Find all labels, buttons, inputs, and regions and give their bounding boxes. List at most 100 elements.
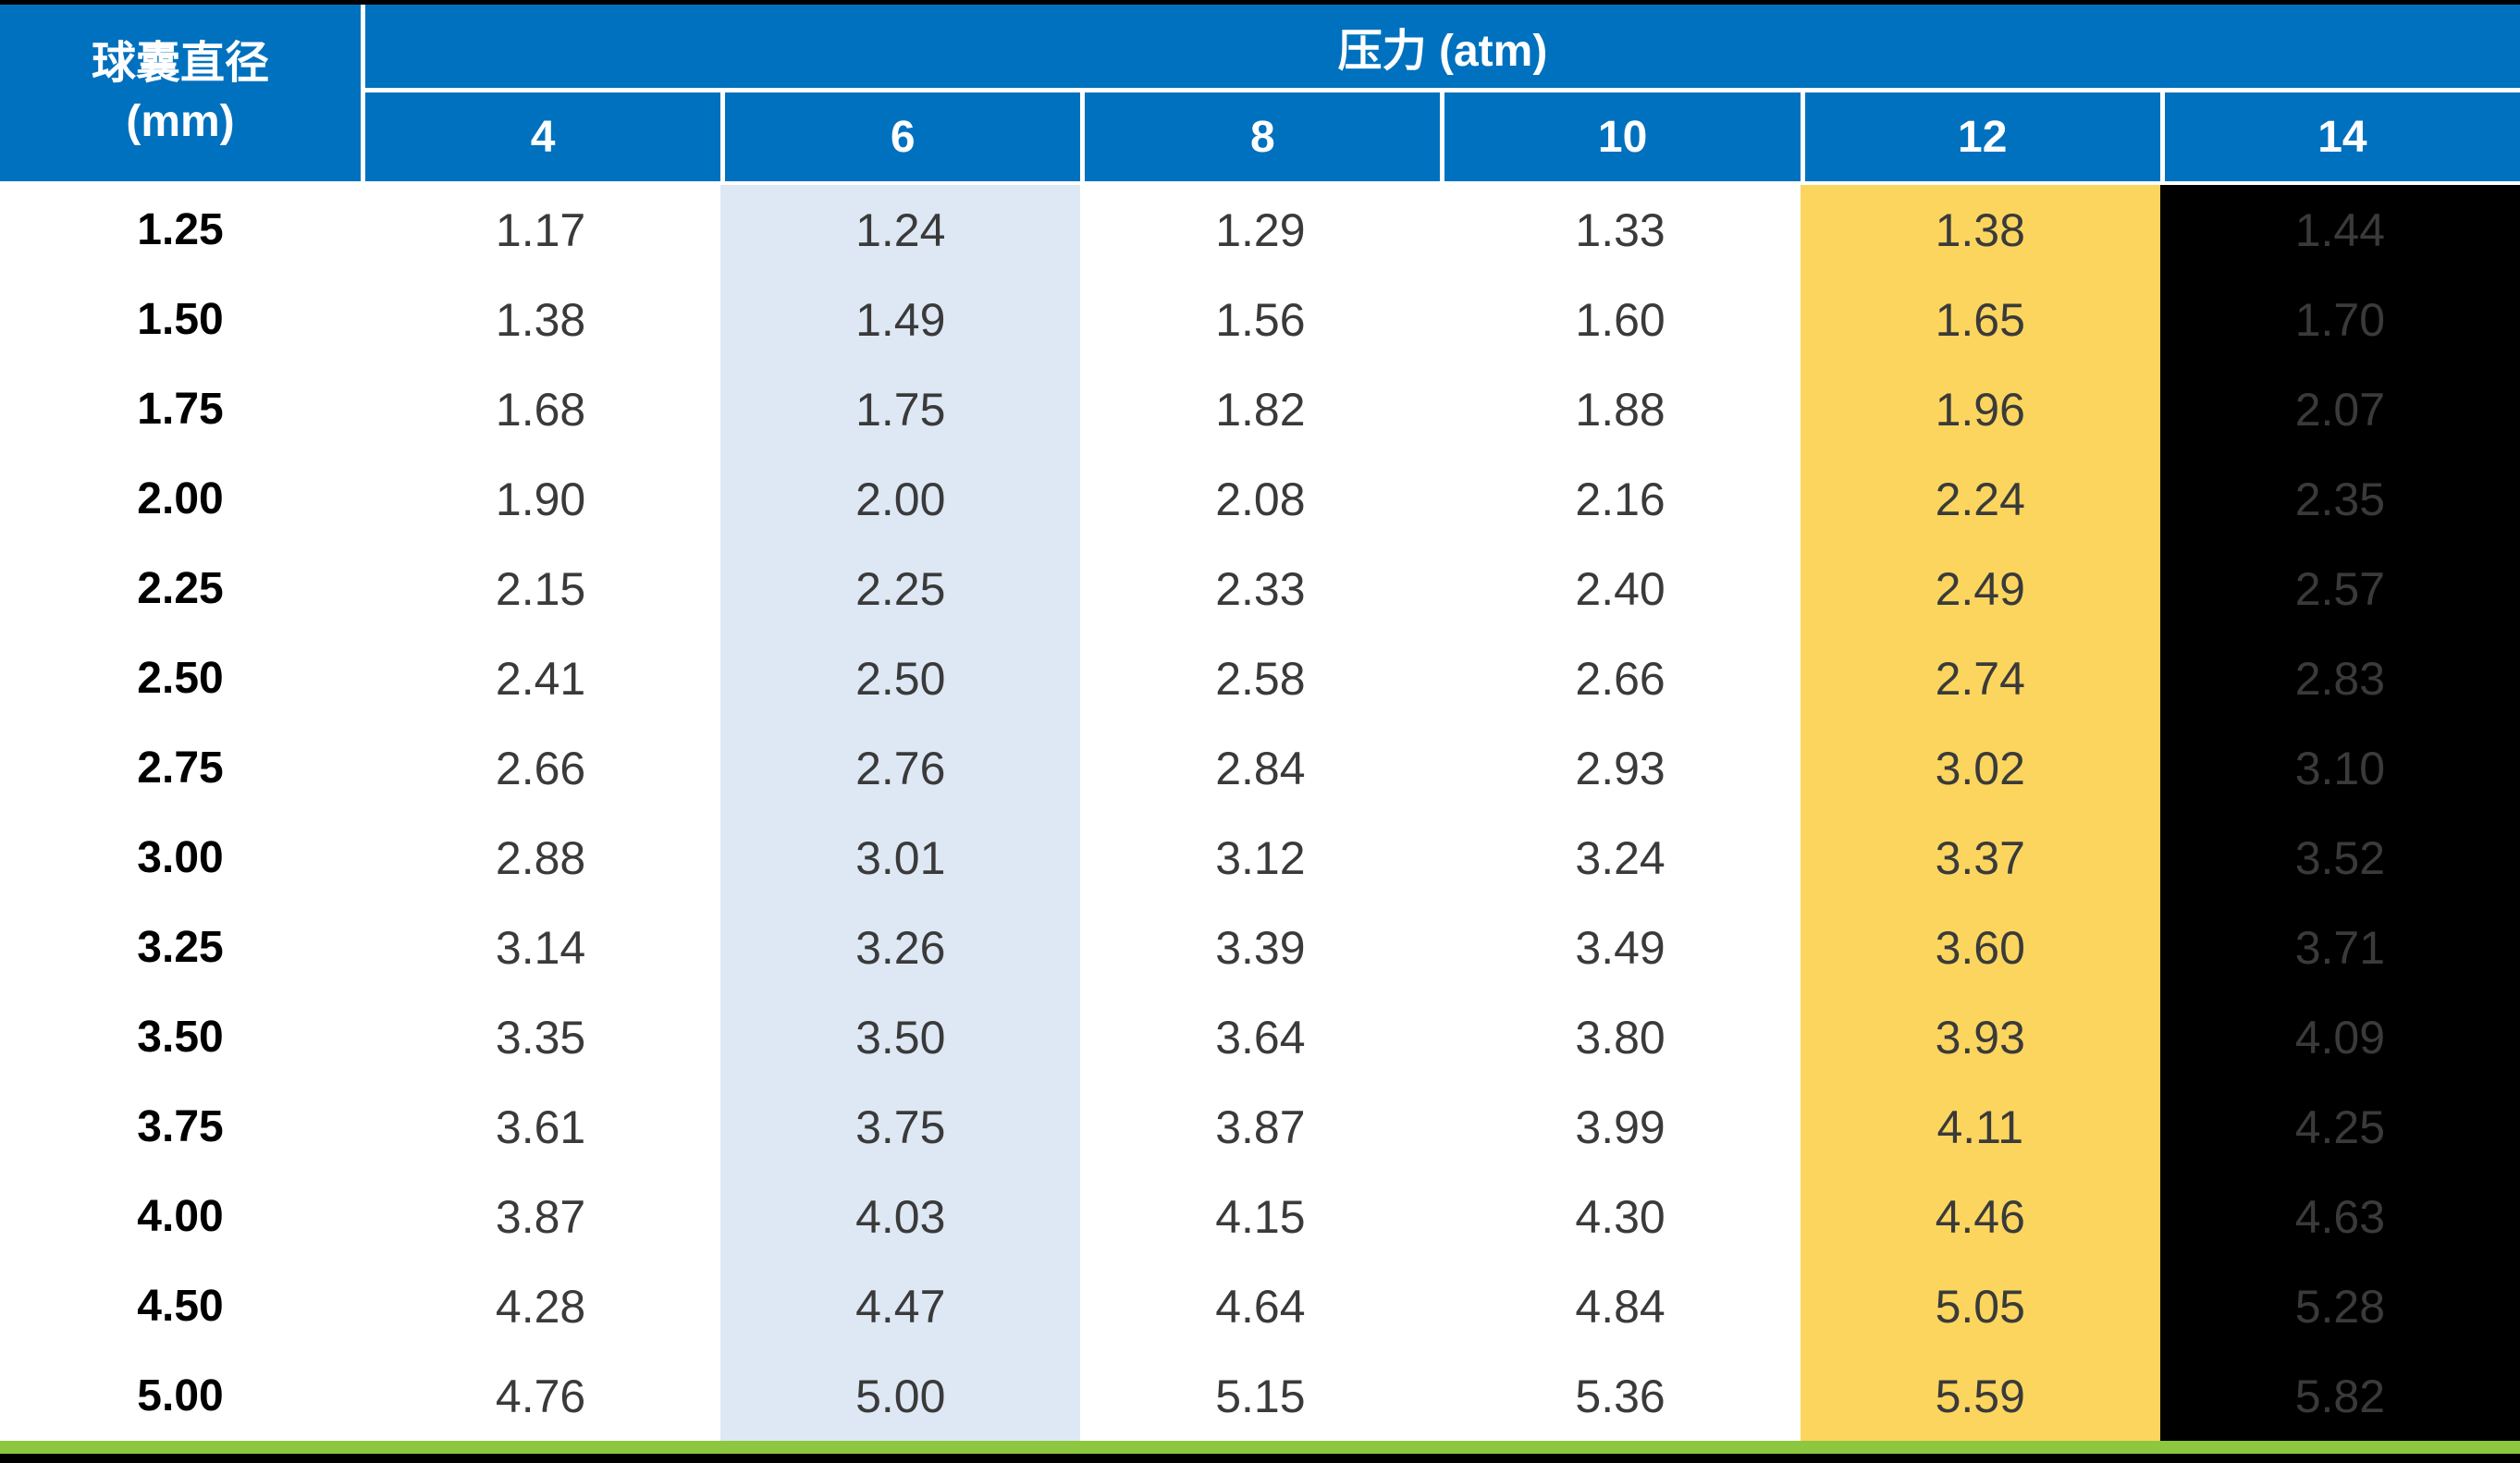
value-cell: 2.00: [720, 454, 1081, 544]
row-diameter: 4.50: [0, 1261, 361, 1351]
value-cell: 3.14: [361, 903, 721, 992]
value-cell: 1.49: [720, 275, 1081, 364]
table-row: 2.00 1.90 2.00 2.08 2.16 2.24 2.35: [0, 454, 2520, 544]
value-cell: 2.83: [2159, 633, 2520, 723]
table-row: 3.50 3.35 3.50 3.64 3.80 3.93 4.09: [0, 992, 2520, 1082]
value-cell: 2.66: [361, 723, 721, 813]
row-header-cell: 球囊直径 (mm): [0, 5, 361, 181]
row-diameter: 1.25: [0, 185, 361, 275]
row-diameter: 5.00: [0, 1351, 361, 1441]
table-row: 3.25 3.14 3.26 3.39 3.49 3.60 3.71: [0, 903, 2520, 992]
value-cell: 4.63: [2159, 1172, 2520, 1261]
value-cell: 3.35: [361, 992, 721, 1082]
value-cell: 3.37: [1800, 813, 2160, 903]
value-cell: 3.39: [1080, 903, 1441, 992]
table-row: 1.50 1.38 1.49 1.56 1.60 1.65 1.70: [0, 275, 2520, 364]
value-cell: 4.25: [2159, 1082, 2520, 1172]
value-cell: 2.66: [1440, 633, 1801, 723]
value-cell: 1.88: [1440, 364, 1801, 454]
value-cell: 3.80: [1440, 992, 1801, 1082]
value-cell: 3.60: [1800, 903, 2160, 992]
value-cell: 4.47: [720, 1261, 1081, 1351]
value-cell: 1.38: [1800, 185, 2160, 275]
value-cell: 5.28: [2159, 1261, 2520, 1351]
value-cell: 2.40: [1440, 544, 1801, 633]
footer-accent-bar: [0, 1441, 2520, 1454]
value-cell: 2.35: [2159, 454, 2520, 544]
value-cell: 4.03: [720, 1172, 1081, 1261]
value-cell: 2.58: [1080, 633, 1441, 723]
table-row: 3.00 2.88 3.01 3.12 3.24 3.37 3.52: [0, 813, 2520, 903]
value-cell: 3.10: [2159, 723, 2520, 813]
table-row: 2.50 2.41 2.50 2.58 2.66 2.74 2.83: [0, 633, 2520, 723]
value-cell: 1.60: [1440, 275, 1801, 364]
value-cell: 1.38: [361, 275, 721, 364]
value-cell: 4.28: [361, 1261, 721, 1351]
table-row: 1.25 1.17 1.24 1.29 1.33 1.38 1.44: [0, 185, 2520, 275]
value-cell: 3.61: [361, 1082, 721, 1172]
value-cell: 4.15: [1080, 1172, 1441, 1261]
pressure-column-header: 6: [720, 92, 1081, 181]
value-cell: 3.12: [1080, 813, 1441, 903]
pressure-column-header: 10: [1440, 92, 1801, 181]
row-diameter: 3.25: [0, 903, 361, 992]
value-cell: 3.93: [1800, 992, 2160, 1082]
pressure-group-header: 压力 (atm): [361, 5, 2520, 92]
value-cell: 5.15: [1080, 1351, 1441, 1441]
value-cell: 5.82: [2159, 1351, 2520, 1441]
value-cell: 2.15: [361, 544, 721, 633]
value-cell: 3.71: [2159, 903, 2520, 992]
table-header: 球囊直径 (mm) 压力 (atm) 4 6 8 10 12 14: [0, 5, 2520, 185]
value-cell: 2.93: [1440, 723, 1801, 813]
value-cell: 3.52: [2159, 813, 2520, 903]
value-cell: 3.49: [1440, 903, 1801, 992]
value-cell: 3.01: [720, 813, 1081, 903]
row-diameter: 2.00: [0, 454, 361, 544]
value-cell: 2.41: [361, 633, 721, 723]
value-cell: 1.65: [1800, 275, 2160, 364]
value-cell: 2.84: [1080, 723, 1441, 813]
value-cell: 4.76: [361, 1351, 721, 1441]
value-cell: 2.33: [1080, 544, 1441, 633]
value-cell: 4.30: [1440, 1172, 1801, 1261]
value-cell: 3.24: [1440, 813, 1801, 903]
value-cell: 2.24: [1800, 454, 2160, 544]
row-header-unit: (mm): [126, 96, 235, 146]
pressure-column-header: 14: [2159, 92, 2520, 181]
value-cell: 2.49: [1800, 544, 2160, 633]
value-cell: 5.36: [1440, 1351, 1801, 1441]
row-diameter: 4.00: [0, 1172, 361, 1261]
value-cell: 3.87: [1080, 1082, 1441, 1172]
table-row: 2.75 2.66 2.76 2.84 2.93 3.02 3.10: [0, 723, 2520, 813]
value-cell: 2.74: [1800, 633, 2160, 723]
value-cell: 1.29: [1080, 185, 1441, 275]
value-cell: 2.88: [361, 813, 721, 903]
value-cell: 1.24: [720, 185, 1081, 275]
row-diameter: 2.25: [0, 544, 361, 633]
value-cell: 2.50: [720, 633, 1081, 723]
value-cell: 3.64: [1080, 992, 1441, 1082]
row-diameter: 2.75: [0, 723, 361, 813]
value-cell: 3.99: [1440, 1082, 1801, 1172]
value-cell: 1.56: [1080, 275, 1441, 364]
pressure-column-header: 8: [1080, 92, 1441, 181]
pressure-column-header: 12: [1800, 92, 2160, 181]
value-cell: 3.02: [1800, 723, 2160, 813]
row-diameter: 1.75: [0, 364, 361, 454]
value-cell: 3.26: [720, 903, 1081, 992]
value-cell: 3.75: [720, 1082, 1081, 1172]
value-cell: 2.76: [720, 723, 1081, 813]
value-cell: 2.16: [1440, 454, 1801, 544]
value-cell: 2.07: [2159, 364, 2520, 454]
value-cell: 5.05: [1800, 1261, 2160, 1351]
table-row: 1.75 1.68 1.75 1.82 1.88 1.96 2.07: [0, 364, 2520, 454]
table-row: 3.75 3.61 3.75 3.87 3.99 4.11 4.25: [0, 1082, 2520, 1172]
value-cell: 5.59: [1800, 1351, 2160, 1441]
value-cell: 1.90: [361, 454, 721, 544]
row-diameter: 3.00: [0, 813, 361, 903]
value-cell: 4.09: [2159, 992, 2520, 1082]
table-body: 1.25 1.17 1.24 1.29 1.33 1.38 1.44 1.50 …: [0, 185, 2520, 1441]
value-cell: 3.87: [361, 1172, 721, 1261]
row-diameter: 3.50: [0, 992, 361, 1082]
